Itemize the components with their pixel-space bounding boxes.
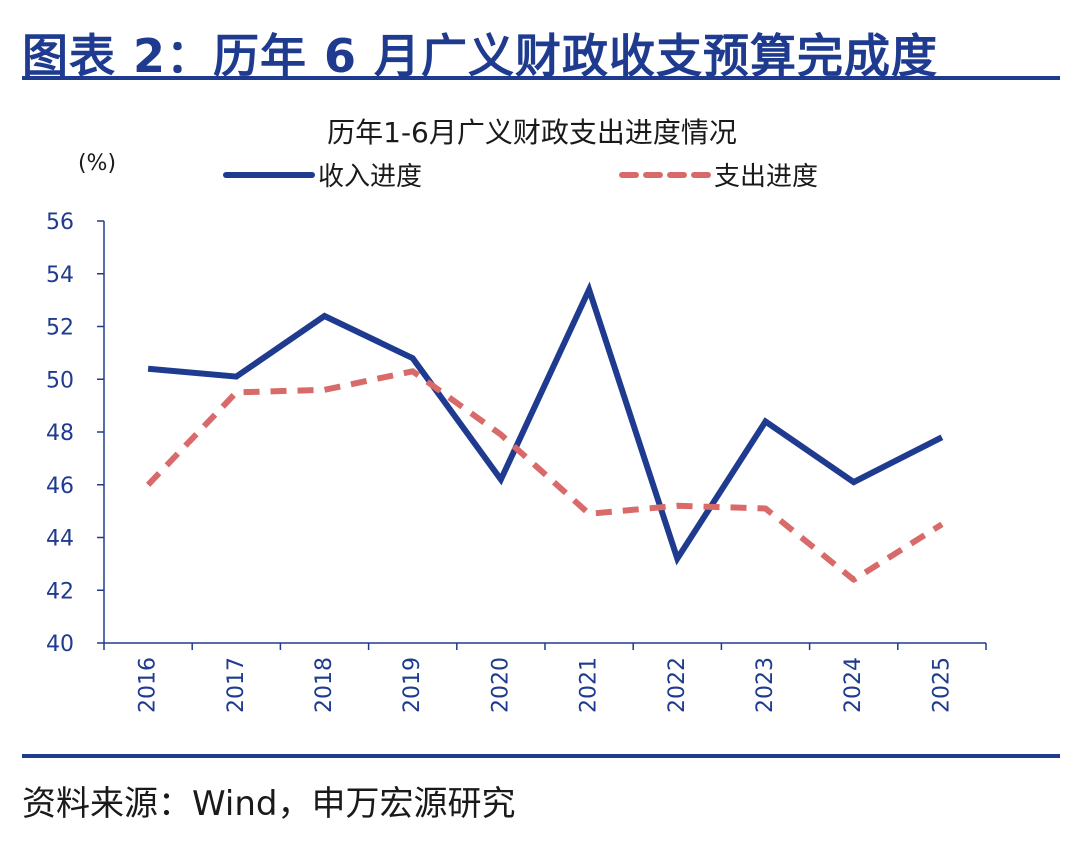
x-tick-label: 2021 bbox=[577, 657, 602, 713]
figure-title: 图表 2：历年 6 月广义财政收支预算完成度 bbox=[22, 29, 939, 83]
x-tick-label: 2018 bbox=[312, 657, 337, 713]
line-chart: 历年1-6月广义财政支出进度情况 (%) 收入进度 支出进度 404244464… bbox=[46, 116, 987, 713]
legend: 收入进度 支出进度 bbox=[223, 162, 818, 192]
y-tick-label: 46 bbox=[46, 474, 74, 499]
x-tick-label: 2023 bbox=[753, 657, 778, 713]
title-rule bbox=[22, 76, 1060, 80]
x-tick-label: 2016 bbox=[136, 657, 161, 713]
y-tick-label: 48 bbox=[46, 421, 74, 446]
y-unit-label: (%) bbox=[78, 151, 116, 176]
x-tick-label: 2020 bbox=[488, 657, 513, 713]
footer-rule bbox=[22, 754, 1060, 758]
series-layer bbox=[145, 281, 944, 583]
legend-label-expense: 支出进度 bbox=[714, 162, 818, 192]
series-line-expense bbox=[145, 368, 944, 583]
y-tick-label: 40 bbox=[46, 632, 74, 657]
chart-title: 历年1-6月广义财政支出进度情况 bbox=[327, 116, 737, 149]
x-tick-label: 2017 bbox=[224, 657, 249, 713]
y-tick-label: 56 bbox=[46, 210, 74, 235]
y-tick-label: 42 bbox=[46, 579, 74, 604]
legend-label-income: 收入进度 bbox=[318, 162, 422, 192]
y-tick-label: 54 bbox=[46, 263, 74, 288]
source-note: 资料来源：Wind，申万宏源研究 bbox=[22, 784, 516, 824]
x-tick-label: 2025 bbox=[929, 657, 954, 713]
x-tick-label: 2024 bbox=[841, 657, 866, 713]
y-tick-label: 52 bbox=[46, 316, 74, 341]
y-tick-label: 50 bbox=[46, 368, 74, 393]
x-tick-label: 2019 bbox=[400, 657, 425, 713]
axes: 40 42 44 46 48 50 52 54 56 2016 2017 2018 2019 2020 20… bbox=[46, 210, 987, 713]
series-line-income bbox=[147, 281, 944, 566]
x-tick-label: 2022 bbox=[665, 657, 690, 713]
y-tick-label: 44 bbox=[46, 527, 74, 552]
